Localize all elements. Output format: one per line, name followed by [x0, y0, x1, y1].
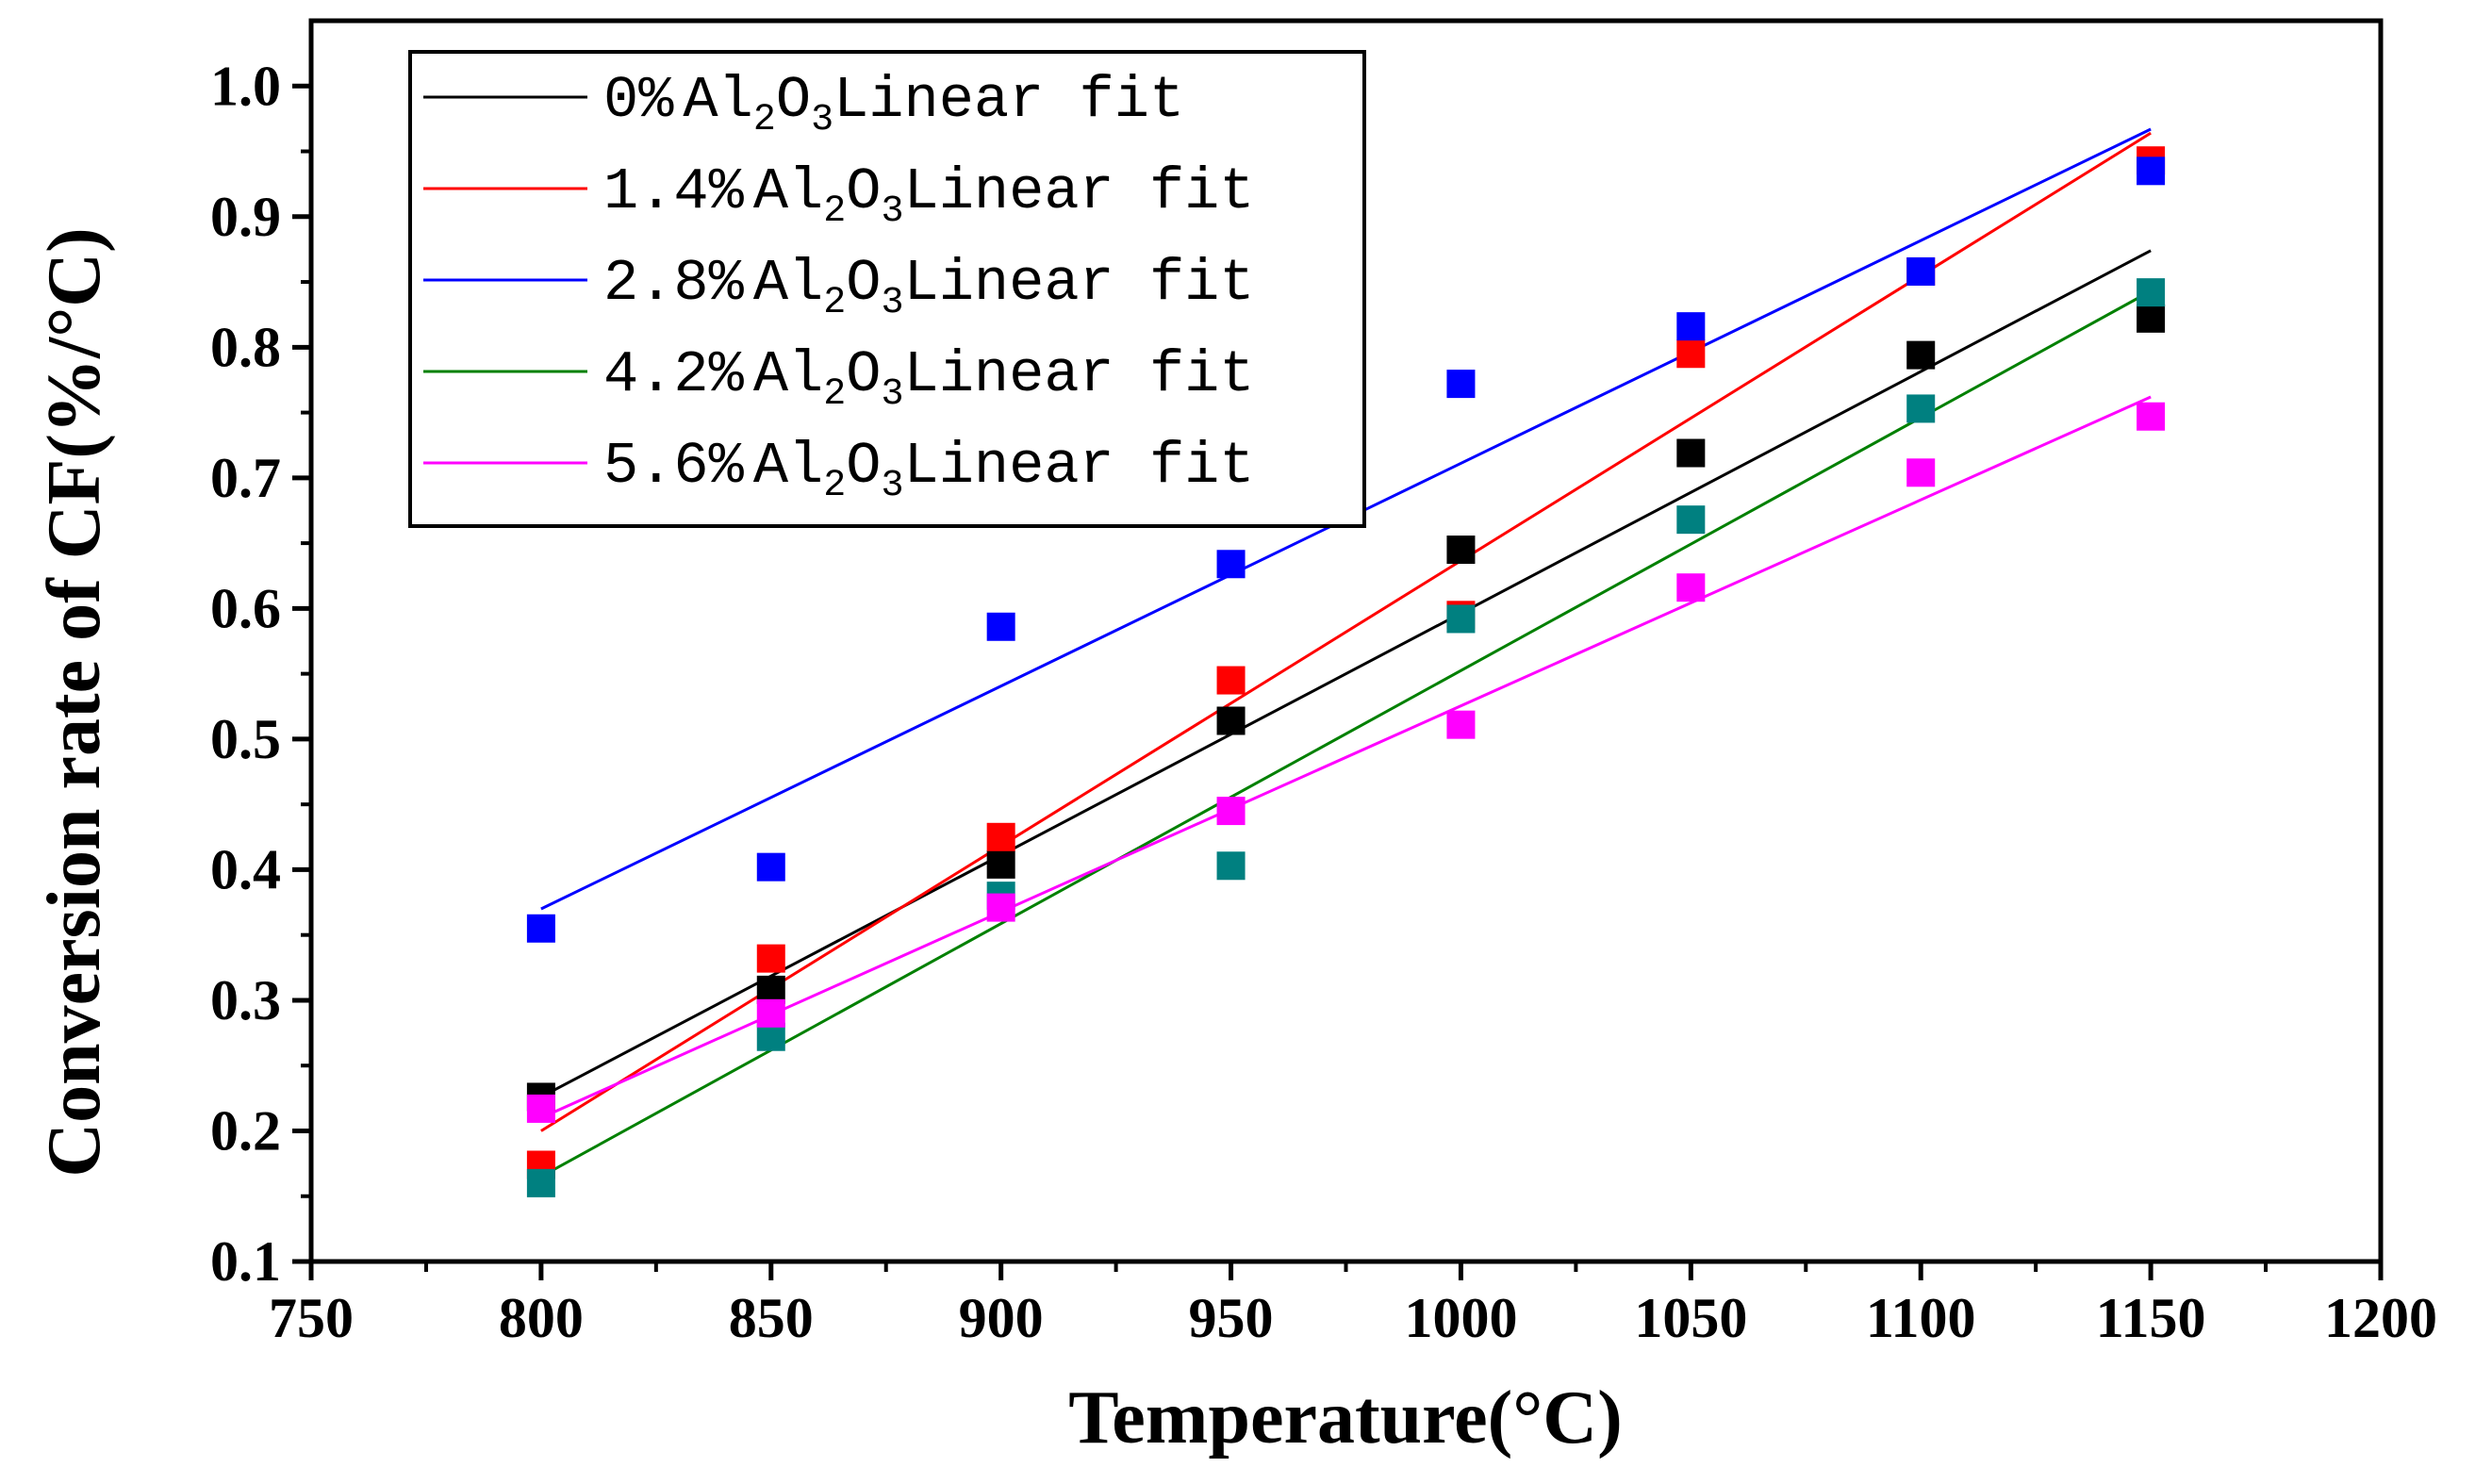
data-point: [2137, 278, 2166, 307]
y-tick-label: 0.6: [210, 577, 281, 639]
axes: 750 800 850 900 950 1000 1050 1100 1150 1200 0.1 0.…: [210, 18, 2437, 1349]
data-point: [1906, 394, 1936, 423]
x-tick-label: 950: [1189, 1287, 1274, 1349]
data-point: [756, 998, 785, 1028]
legend-text-part: O: [846, 341, 881, 408]
fit-line: [540, 131, 2152, 1132]
data-point: [986, 822, 1015, 851]
legend-subscript: 3: [881, 282, 903, 324]
legend-subscript: 2: [823, 465, 846, 507]
legend-label: 0% Al2O3Linear fit: [603, 67, 1184, 141]
legend-label: 5.6% Al2O3Linear fit: [603, 433, 1255, 507]
x-tick-label: 800: [499, 1287, 584, 1349]
x-tick-label: 900: [959, 1287, 1044, 1349]
legend-text-part: O: [846, 158, 881, 225]
y-tick-label: 0.3: [210, 969, 281, 1031]
data-point: [1906, 458, 1936, 487]
legend-label: 2.8% Al2O3Linear fit: [603, 250, 1255, 324]
legend-text-part: 4.2%: [603, 341, 745, 408]
data-point: [1216, 851, 1246, 881]
legend-text-part: O: [776, 67, 811, 134]
legend-text-part: 0%: [603, 67, 674, 134]
legend-subscript: 2: [823, 373, 846, 416]
legend-label: 1.4% Al2O3Linear fit: [603, 158, 1255, 233]
data-point: [2137, 304, 2166, 333]
x-axis-title: Temperature(°C): [1068, 1377, 1622, 1459]
legend-subscript: 2: [823, 190, 846, 233]
data-point: [986, 893, 1015, 922]
y-axis-title: Conversion rate of CF(%/°C): [33, 227, 116, 1177]
legend-text-part: Al: [753, 158, 823, 225]
y-tick-label: 0.8: [210, 316, 281, 378]
legend-subscript: 3: [811, 99, 833, 141]
data-point: [986, 612, 1015, 641]
x-tick-label: 1050: [1634, 1287, 1747, 1349]
legend-text-part: O: [846, 433, 881, 500]
data-point: [1676, 438, 1706, 468]
data-point: [756, 944, 785, 973]
data-point: [1446, 536, 1476, 565]
data-point: [1216, 706, 1246, 735]
y-tick-label: 0.1: [210, 1230, 281, 1293]
y-tick-label: 0.4: [210, 838, 281, 900]
legend-box: [408, 50, 1366, 528]
data-point: [1906, 340, 1936, 370]
data-markers: [526, 146, 2166, 1197]
data-point: [1676, 505, 1706, 535]
data-point: [526, 914, 555, 943]
data-point: [526, 1094, 555, 1123]
legend-text-part: Al: [753, 341, 823, 408]
data-point: [986, 849, 1015, 879]
fit-line: [540, 395, 2152, 1119]
y-tick-label: 0.7: [210, 447, 281, 509]
data-point: [1446, 604, 1476, 634]
legend-subscript: 3: [881, 190, 903, 233]
x-tick-label: 1150: [2096, 1287, 2206, 1349]
y-tick-label: 0.2: [210, 1099, 281, 1162]
data-point: [2137, 402, 2166, 431]
data-point: [1676, 339, 1706, 369]
fit-line: [540, 249, 2152, 1098]
legend-text-part: Al: [753, 433, 823, 500]
fit-line: [540, 289, 2152, 1179]
legend-subscript: 3: [881, 373, 903, 416]
y-tick-label: 0.5: [210, 708, 281, 770]
legend-text-part: Linear fit: [833, 67, 1184, 134]
legend-text-part: Linear fit: [904, 341, 1255, 408]
data-point: [1676, 573, 1706, 602]
x-tick-label: 1200: [2324, 1287, 2437, 1349]
data-point: [1676, 312, 1706, 341]
legend-text-part: 5.6%: [603, 433, 745, 500]
x-tick-label: 750: [269, 1287, 354, 1349]
legend-label: 4.2% Al2O3Linear fit: [603, 341, 1255, 416]
legend-text-part: 1.4%: [603, 158, 745, 225]
y-tick-label: 0.9: [210, 186, 281, 248]
legend-text-part: O: [846, 250, 881, 317]
data-point: [1216, 666, 1246, 695]
data-point: [2137, 157, 2166, 186]
x-tick-label: 1000: [1404, 1287, 1517, 1349]
legend-text-part: Linear fit: [904, 158, 1255, 225]
legend-text-part: 2.8%: [603, 250, 745, 317]
data-point: [1216, 797, 1246, 826]
legend-subscript: 2: [753, 99, 776, 141]
legend-subscript: 3: [881, 465, 903, 507]
data-point: [1446, 370, 1476, 399]
x-tick-label: 1100: [1866, 1287, 1976, 1349]
data-point: [526, 1168, 555, 1197]
data-point: [756, 852, 785, 882]
y-tick-label: 1.0: [210, 55, 281, 117]
data-point: [1446, 710, 1476, 739]
legend-text-part: Al: [683, 67, 752, 134]
legend-text-part: Linear fit: [904, 250, 1255, 317]
legend-text-part: Al: [753, 250, 823, 317]
x-tick-label: 850: [729, 1287, 814, 1349]
data-point: [1216, 550, 1246, 579]
legend-text-part: Linear fit: [904, 433, 1255, 500]
legend-subscript: 2: [823, 282, 846, 324]
data-point: [1906, 256, 1936, 286]
